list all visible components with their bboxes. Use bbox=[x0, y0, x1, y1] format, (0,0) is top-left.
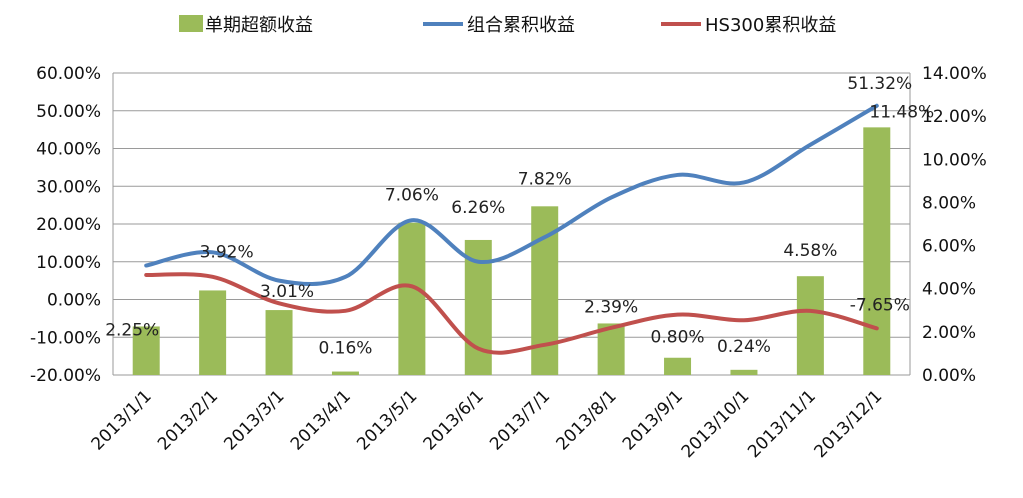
right-tick-label: 8.00% bbox=[922, 193, 976, 213]
bar bbox=[664, 357, 692, 375]
bar bbox=[398, 222, 426, 375]
left-tick-label: 50.00% bbox=[36, 102, 101, 122]
line-series bbox=[144, 103, 879, 355]
hs300-end-label: -7.65% bbox=[850, 295, 910, 315]
bar-data-label: 2.25% bbox=[105, 320, 159, 340]
right-tick-label: 12.00% bbox=[922, 107, 987, 127]
bar bbox=[199, 290, 227, 375]
bar bbox=[331, 371, 359, 375]
bar bbox=[730, 369, 758, 375]
bar-data-label: 11.48% bbox=[869, 102, 934, 122]
left-axis: 60.00% 50.00% 40.00% 30.00% 20.00% 10.00% 0.00… bbox=[30, 64, 101, 386]
bar bbox=[265, 310, 293, 375]
right-tick-label: 4.00% bbox=[922, 280, 976, 300]
bar-data-label: 3.92% bbox=[200, 242, 254, 262]
x-tick-label: 2013/7/1 bbox=[486, 386, 554, 454]
bar-data-label: 7.82% bbox=[518, 169, 572, 189]
x-axis: 2013/1/12013/2/12013/3/12013/4/12013/5/1… bbox=[88, 386, 887, 462]
right-tick-label: 10.00% bbox=[922, 150, 987, 170]
legend-label: 单期超额收益 bbox=[205, 15, 313, 36]
bar bbox=[796, 276, 824, 375]
x-tick-label: 2013/10/1 bbox=[678, 386, 754, 462]
portfolio-end-label: 51.32% bbox=[847, 74, 912, 94]
bar bbox=[132, 326, 160, 375]
bar-data-label: 4.58% bbox=[783, 241, 837, 261]
x-tick-label: 2013/2/1 bbox=[154, 386, 222, 454]
legend: 单期超额收益 组合累积收益 HS300累积收益 bbox=[179, 15, 836, 36]
right-tick-label: 6.00% bbox=[922, 237, 976, 257]
left-tick-label: 60.00% bbox=[36, 64, 101, 84]
bar-data-label: 7.06% bbox=[385, 186, 439, 206]
bar bbox=[863, 127, 891, 375]
x-tick-label: 2013/4/1 bbox=[287, 386, 355, 454]
left-tick-label: 30.00% bbox=[36, 177, 101, 197]
bar-data-label: 3.01% bbox=[260, 282, 314, 302]
bar-data-label: 2.39% bbox=[584, 297, 638, 317]
right-axis: 14.00% 12.00% 10.00% 8.00% 6.00% 4.00% 2.00% 0.… bbox=[922, 64, 987, 386]
left-tick-label: 0.00% bbox=[47, 291, 101, 311]
x-tick-label: 2013/3/1 bbox=[220, 386, 288, 454]
plot-area bbox=[112, 72, 911, 376]
data-labels: 2.25% 3.92% 3.01% 0.16% 7.06% 6.26% 7.82% 2.39%… bbox=[105, 74, 934, 359]
right-tick-label: 0.00% bbox=[922, 366, 976, 386]
legend-swatch-bar bbox=[179, 15, 203, 32]
right-tick-label: 14.00% bbox=[922, 64, 987, 84]
x-tick-label: 2013/6/1 bbox=[420, 386, 488, 454]
x-tick-label: 2013/12/1 bbox=[811, 386, 887, 462]
left-tick-label: 40.00% bbox=[36, 140, 101, 160]
x-tick-label: 2013/8/1 bbox=[553, 386, 621, 454]
x-tick-label: 2013/5/1 bbox=[353, 386, 421, 454]
left-tick-label: -10.00% bbox=[30, 328, 101, 348]
legend-label: 组合累积收益 bbox=[467, 15, 575, 36]
x-tick-label: 2013/1/1 bbox=[88, 386, 156, 454]
bar-data-label: 6.26% bbox=[451, 198, 505, 218]
bar-data-label: 0.80% bbox=[651, 328, 705, 348]
hs300-line bbox=[144, 272, 879, 355]
x-tick-label: 2013/9/1 bbox=[619, 386, 687, 454]
x-tick-label: 2013/11/1 bbox=[744, 386, 820, 462]
portfolio-line bbox=[144, 103, 879, 287]
bar-data-label: 0.24% bbox=[717, 337, 771, 357]
right-tick-label: 2.00% bbox=[922, 323, 976, 343]
left-tick-label: -20.00% bbox=[30, 366, 101, 386]
left-tick-label: 10.00% bbox=[36, 253, 101, 273]
bar-data-label: 0.16% bbox=[318, 339, 372, 359]
left-tick-label: 20.00% bbox=[36, 215, 101, 235]
legend-label: HS300累积收益 bbox=[705, 15, 836, 36]
